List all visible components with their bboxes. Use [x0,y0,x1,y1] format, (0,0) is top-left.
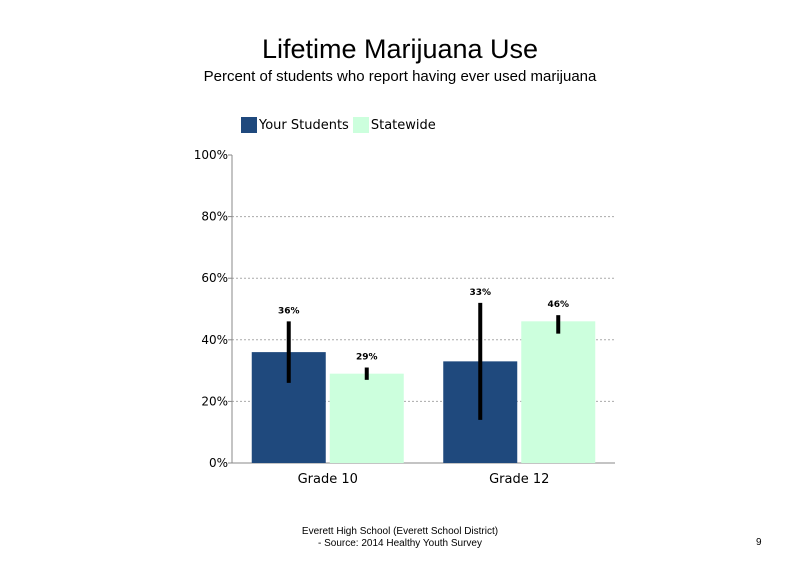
y-tick-label: 20% [201,394,228,408]
x-tick-label: Grade 12 [489,472,549,487]
bar [329,373,404,463]
footer-school: Everett High School (Everett School Dist… [301,526,499,537]
y-tick-label: 60% [201,271,228,285]
bar [521,321,596,463]
x-tick-label: Grade 10 [298,472,358,487]
legend-label-your-students: Your Students [259,117,349,133]
page-number: 9 [756,537,762,548]
chart-title: Lifetime Marijuana Use [261,34,539,64]
legend-item-your-students: Your Students [241,117,349,133]
data-label: 36% [278,306,300,316]
y-tick-label: 40% [201,333,228,347]
legend-swatch-your-students [241,117,257,133]
legend-item-statewide: Statewide [352,117,436,133]
data-label: 29% [356,353,378,363]
legend-swatch-statewide [352,117,369,133]
y-tick-label: 0% [209,456,228,470]
data-label: 46% [547,300,569,310]
legend: Your Students Statewide [241,117,440,133]
legend-label-statewide: Statewide [370,117,436,133]
y-tick-label: 100% [194,148,228,162]
chart-subtitle: Percent of students who report having ev… [203,68,597,85]
footer: Everett High School (Everett School Dist… [250,526,550,550]
footer-source: - Source: 2014 Healthy Youth Survey [318,538,482,549]
data-label: 33% [469,288,491,298]
y-tick-label: 80% [201,210,228,224]
